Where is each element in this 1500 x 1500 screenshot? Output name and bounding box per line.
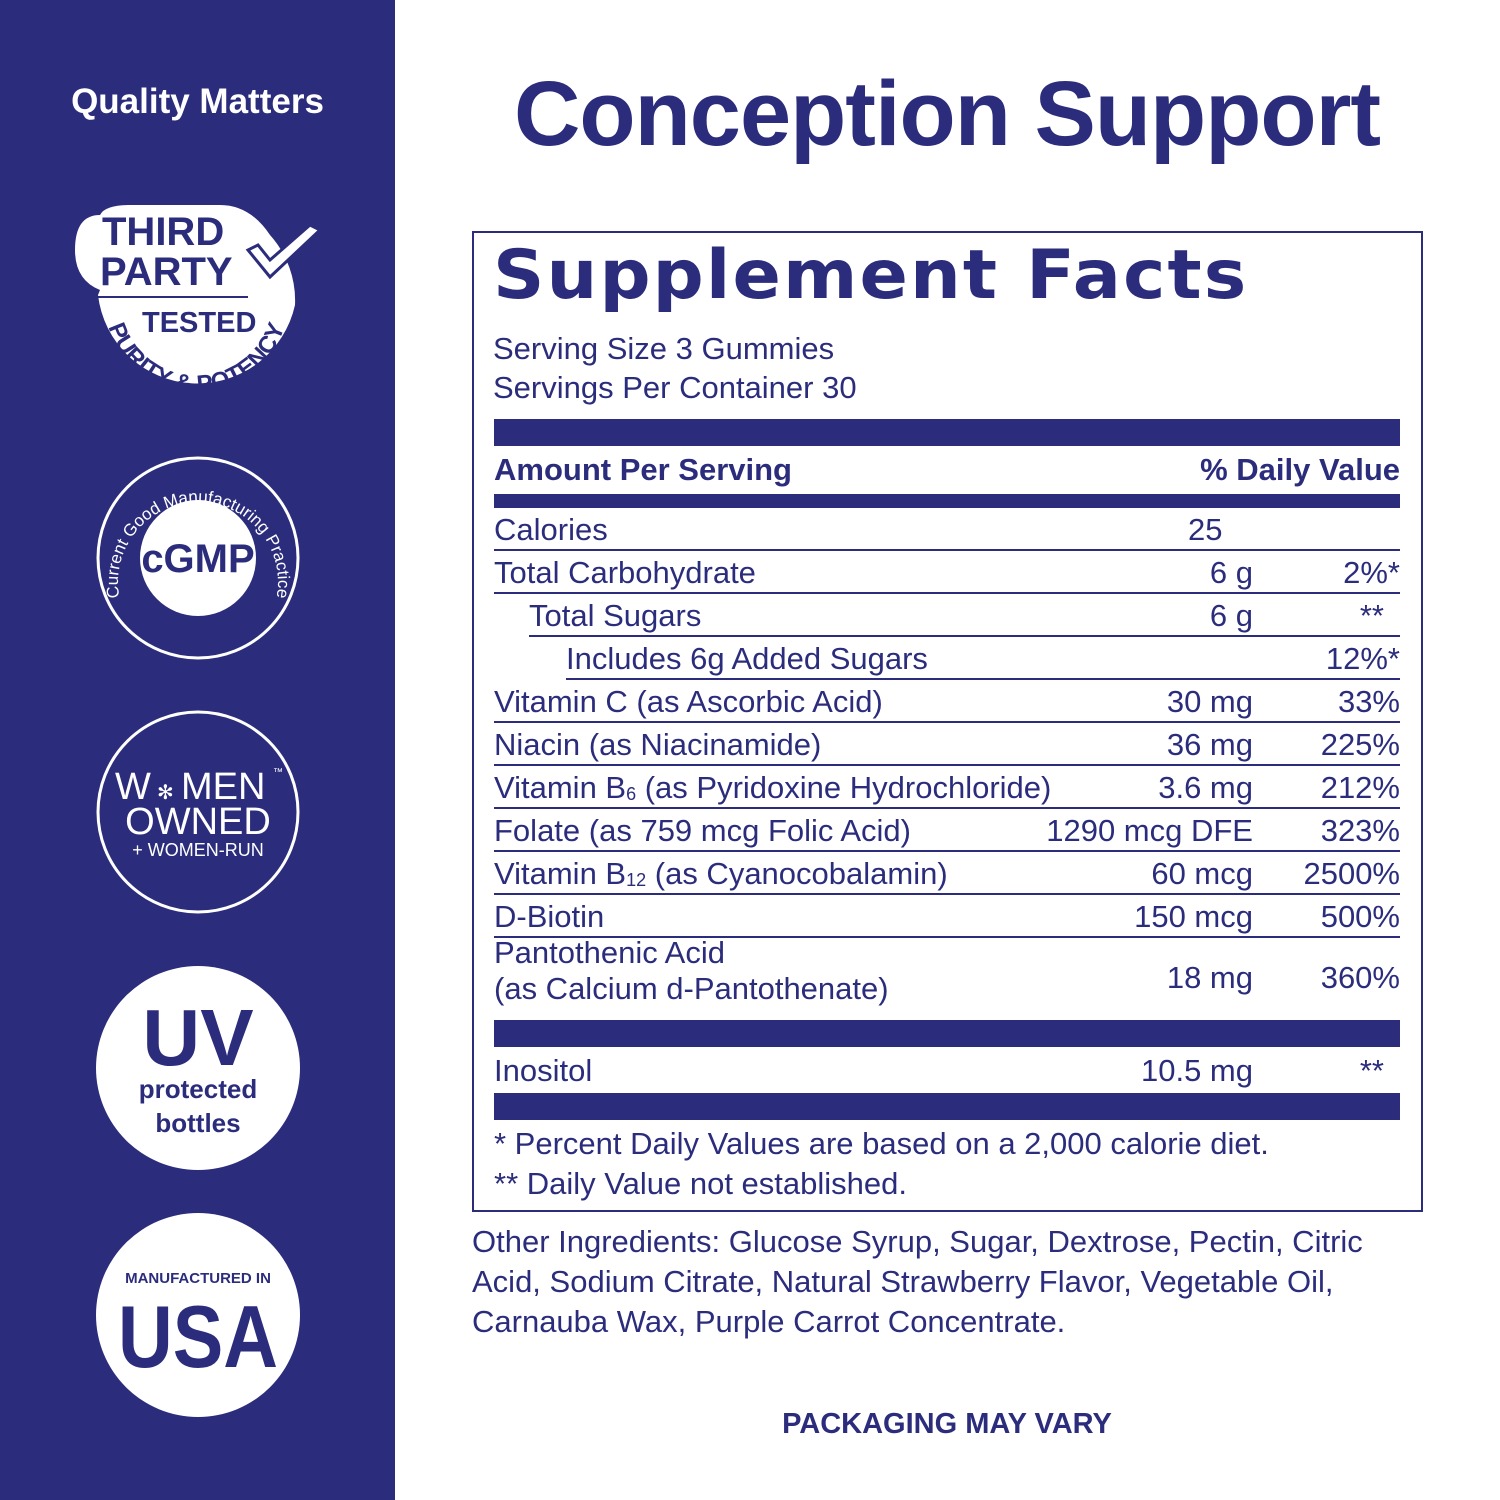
nutrient-amount: 30 mg <box>1166 684 1253 719</box>
women-owned-badge-icon: W ✻ MEN ™ OWNED + WOMEN-RUN <box>96 710 300 914</box>
nutrient-name: Vitamin B12 (as Cyanocobalamin) <box>494 856 948 891</box>
nutrient-dv: 323% <box>1320 813 1400 848</box>
table-row: Total Carbohydrate 6 g 2%* <box>494 551 1400 594</box>
divider-bar <box>494 419 1400 446</box>
nutrient-amount: 36 mg <box>1166 727 1253 762</box>
cgmp-badge-icon: Current Good Manufacturing Practice cGMP <box>96 456 300 660</box>
nutrient-name: Includes 6g Added Sugars <box>566 641 928 676</box>
nutrient-dv: ** <box>1359 598 1384 633</box>
svg-text:UV: UV <box>142 993 253 1082</box>
nutrient-name: Vitamin C (as Ascorbic Acid) <box>494 684 883 719</box>
svg-text:protected: protected <box>139 1074 257 1104</box>
table-row: Vitamin B6 (as Pyridoxine Hydrochloride)… <box>494 766 1400 809</box>
other-ingredients: Other Ingredients: Glucose Syrup, Sugar,… <box>472 1224 1363 1339</box>
sidebar: Quality Matters THIRD PARTY TESTED PURIT… <box>0 0 395 1500</box>
table-row: Vitamin C (as Ascorbic Acid) 30 mg 33% <box>494 680 1400 723</box>
nutrient-name: Pantothenic Acid (as Calcium d-Pantothena… <box>494 935 889 1006</box>
nutrient-amount: 18 mg <box>1166 960 1253 995</box>
nutrient-name: Folate (as 759 mcg Folic Acid) <box>494 813 911 848</box>
table-row: Includes 6g Added Sugars 12%* <box>566 637 1400 680</box>
nutrient-name: Vitamin B6 (as Pyridoxine Hydrochloride) <box>494 770 1052 805</box>
svg-text:OWNED: OWNED <box>125 801 271 843</box>
table-row-calories: Calories 25 <box>494 508 1400 551</box>
nutrient-amount: 6 g <box>1209 555 1253 590</box>
nutrient-dv: 225% <box>1320 727 1400 762</box>
column-header: Amount Per Serving % Daily Value <box>494 452 1400 488</box>
svg-text:bottles: bottles <box>155 1108 240 1138</box>
supplement-facts-panel <box>472 231 1423 1212</box>
svg-text:THIRD: THIRD <box>102 210 224 254</box>
serving-size: Serving Size 3 Gummies <box>493 331 835 366</box>
nutrient-dv: 33% <box>1337 684 1400 719</box>
nutrient-amount: 10.5 mg <box>1140 1053 1253 1088</box>
third-party-tested-badge-icon: THIRD PARTY TESTED PURITY & POTENCY <box>75 205 323 398</box>
nutrient-dv: 12%* <box>1325 641 1400 676</box>
amount-header: Amount Per Serving <box>494 452 792 487</box>
made-in-usa-badge-icon: MANUFACTURED IN USA <box>96 1213 300 1417</box>
svg-text:PARTY: PARTY <box>100 250 233 294</box>
nutrient-dv: 500% <box>1320 899 1400 934</box>
divider-bar <box>494 494 1400 508</box>
table-row: D-Biotin 150 mcg 500% <box>494 895 1400 938</box>
servings-per-container: Servings Per Container 30 <box>493 370 857 405</box>
svg-text:W: W <box>115 766 151 808</box>
svg-text:USA: USA <box>118 1287 278 1386</box>
nutrient-amount: 60 mcg <box>1151 856 1253 891</box>
footnote-dv: * Percent Daily Values are based on a 2,… <box>494 1126 1269 1161</box>
nutrient-dv: 360% <box>1320 960 1400 995</box>
table-row-inositol: Inositol 10.5 mg ** <box>494 1049 1400 1092</box>
svg-text:TESTED: TESTED <box>142 307 256 339</box>
divider-bar <box>494 1093 1400 1120</box>
sidebar-heading: Quality Matters <box>71 82 324 121</box>
svg-text:+ WOMEN-RUN: + WOMEN-RUN <box>132 840 264 860</box>
table-row: Pantothenic Acid (as Calcium d-Pantothena… <box>494 935 1400 1006</box>
svg-text:MEN: MEN <box>181 766 265 808</box>
nutrient-name: D-Biotin <box>494 899 605 934</box>
nutrient-name: Inositol <box>494 1053 593 1088</box>
page-title: Conception Support <box>513 63 1381 165</box>
nutrient-amount: 1290 mcg DFE <box>1046 813 1253 848</box>
nutrient-amount: 150 mcg <box>1134 899 1253 934</box>
nutrient-dv: 2500% <box>1303 856 1400 891</box>
table-row: Total Sugars 6 g ** <box>529 594 1400 637</box>
nutrient-dv: 2%* <box>1343 555 1400 590</box>
packaging-note: PACKAGING MAY VARY <box>782 1408 1112 1440</box>
divider-bar <box>494 1020 1400 1047</box>
nutrient-name: Total Sugars <box>529 598 702 633</box>
table-row: Niacin (as Niacinamide) 36 mg 225% <box>494 723 1400 766</box>
nutrient-dv: 212% <box>1320 770 1400 805</box>
nutrient-name: Calories <box>494 512 608 547</box>
nutrient-name: Total Carbohydrate <box>494 555 756 590</box>
nutrient-dv: ** <box>1359 1053 1384 1088</box>
nutrient-name: Niacin (as Niacinamide) <box>494 727 822 762</box>
nutrient-amount: 25 <box>1188 512 1223 547</box>
svg-text:✻: ✻ <box>157 782 174 804</box>
nutrient-amount: 6 g <box>1209 598 1253 633</box>
table-row: Folate (as 759 mcg Folic Acid) 1290 mcg D… <box>494 809 1400 852</box>
facts-heading: Supplement Facts <box>493 236 1249 315</box>
dv-header: % Daily Value <box>1200 452 1400 487</box>
svg-text:MANUFACTURED IN: MANUFACTURED IN <box>125 1270 271 1287</box>
svg-text:cGMP: cGMP <box>141 537 254 581</box>
uv-protected-badge-icon: UV protected bottles <box>96 966 300 1170</box>
table-row: Vitamin B12 (as Cyanocobalamin) 60 mcg 250… <box>494 852 1400 895</box>
svg-text:™: ™ <box>273 767 283 778</box>
nutrient-amount: 3.6 mg <box>1158 770 1253 805</box>
footnote-not-established: ** Daily Value not established. <box>494 1166 908 1201</box>
